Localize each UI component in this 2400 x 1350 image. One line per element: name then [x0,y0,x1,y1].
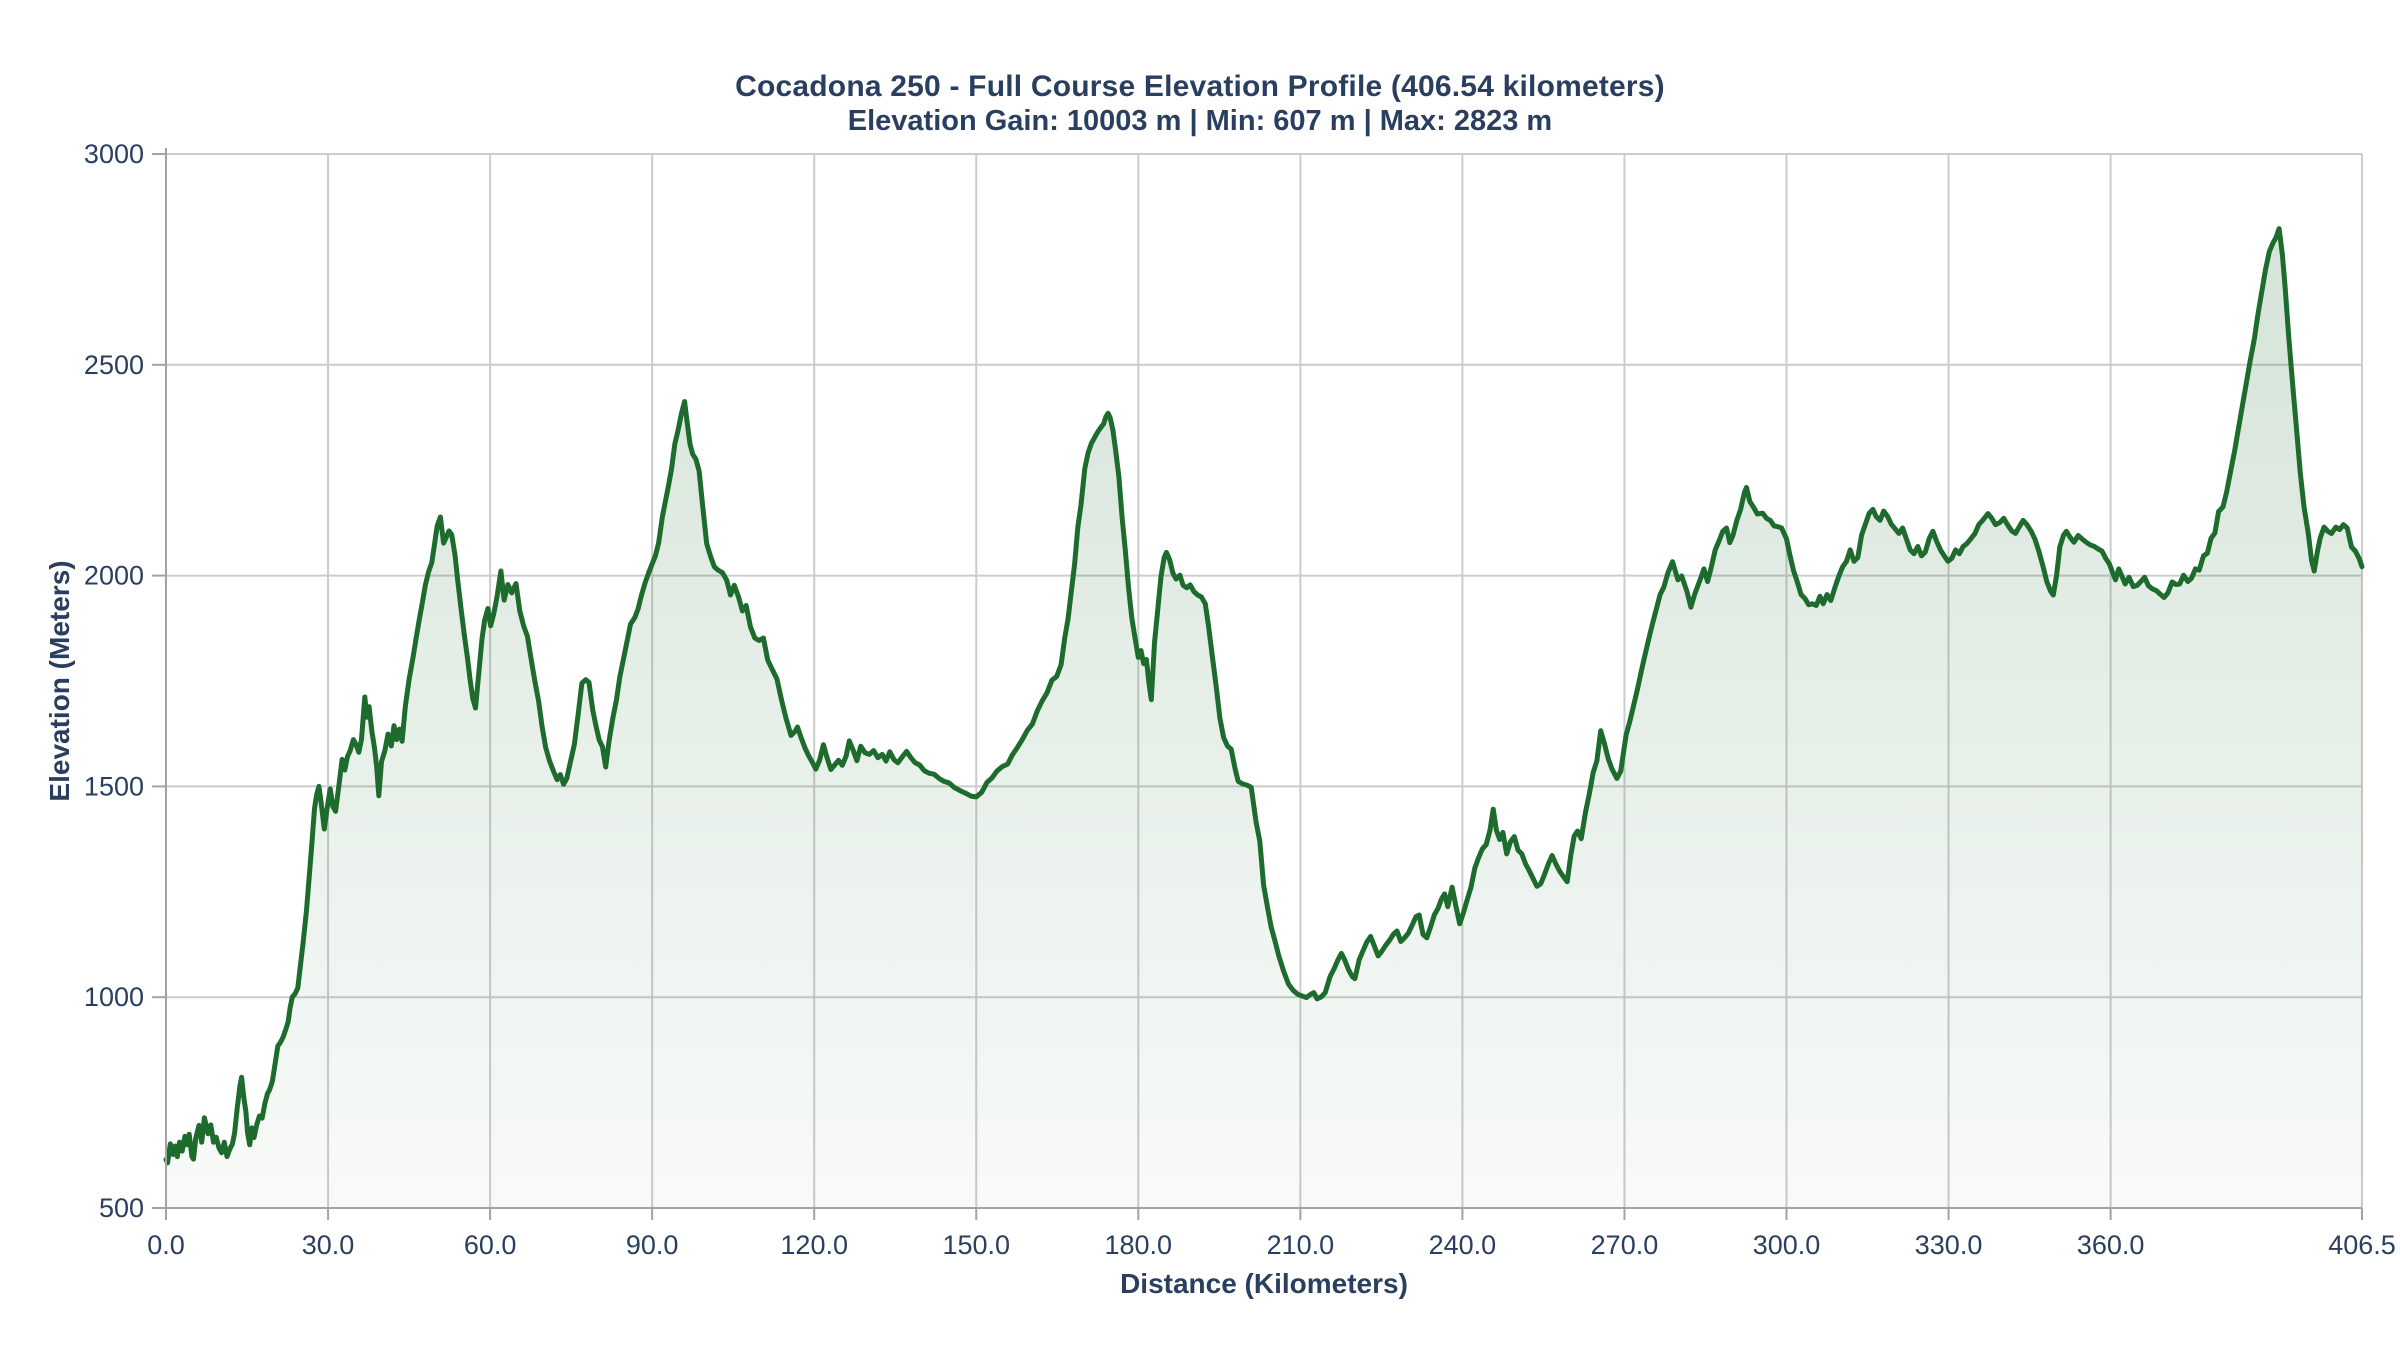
x-tick-label: 60.0 [464,1230,517,1260]
axes [165,148,2362,1209]
x-tick-label: 90.0 [626,1230,679,1260]
x-tick-label: 300.0 [1753,1230,1821,1260]
chart-subtitle: Elevation Gain: 10003 m | Min: 607 m | M… [847,105,1553,137]
x-tick-label: 360.0 [2077,1230,2145,1260]
chart-title: Cocadona 250 - Full Course Elevation Pro… [735,70,1665,103]
x-tick-label: 0.0 [147,1230,185,1260]
y-tick-label: 1500 [84,771,144,801]
elevation-area [166,228,2362,1209]
x-tick-label: 210.0 [1267,1230,1335,1260]
x-tick-label: 150.0 [942,1230,1010,1260]
y-tick-label: 3000 [84,139,144,169]
x-axis-title: Distance (Kilometers) [1120,1268,1408,1299]
x-tick-label: 30.0 [302,1230,355,1260]
y-tick-label: 1000 [84,982,144,1012]
x-tick-label: 406.5 [2328,1230,2396,1260]
x-tick-label: 180.0 [1105,1230,1173,1260]
elevation-line [163,226,2365,1166]
tick-marks [152,153,2363,1220]
x-tick-label: 240.0 [1429,1230,1497,1260]
y-tick-label: 2500 [84,350,144,380]
x-tick-label: 330.0 [1915,1230,1983,1260]
y-tick-label: 2000 [84,561,144,591]
x-tick-label: 270.0 [1591,1230,1659,1260]
x-tick-label: 120.0 [780,1230,848,1260]
y-axis-title: Elevation (Meters) [44,560,75,802]
y-tick-label: 500 [99,1193,144,1223]
